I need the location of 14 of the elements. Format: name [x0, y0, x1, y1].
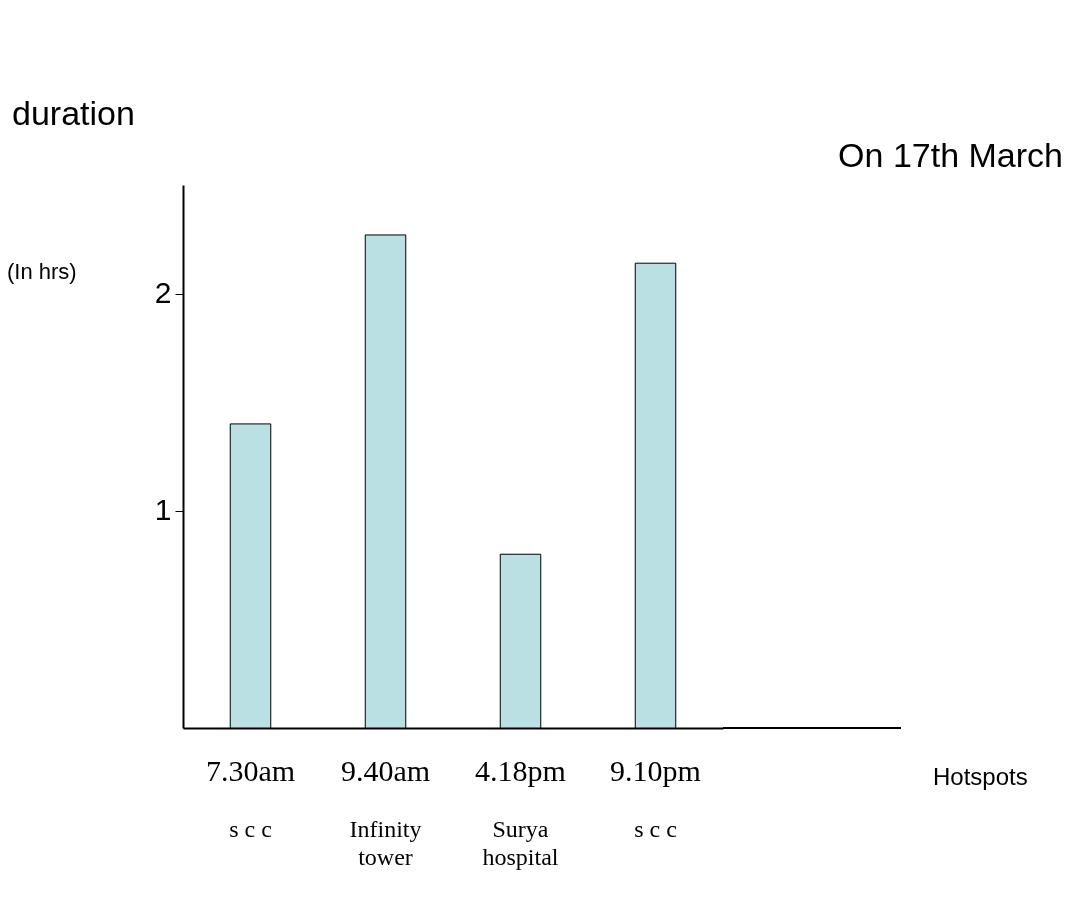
text: On 17th March	[838, 136, 1063, 174]
text: Infinity tower	[349, 816, 422, 870]
text: s c c	[634, 816, 677, 842]
y-tick-label: 1	[154, 493, 172, 527]
x-tick-label: 9.40am	[340, 753, 431, 787]
text: (In hrs)	[7, 259, 77, 284]
text: Surya hospital	[482, 816, 559, 870]
y-tick-label: 2	[154, 276, 172, 310]
x-tick-label: 7.30am	[205, 753, 296, 787]
text: Hotspots	[933, 763, 1028, 790]
x-tick-label: 4.18pm	[475, 753, 566, 787]
x-tick-label: 9.10pm	[610, 753, 701, 787]
y-axis-title: duration	[12, 94, 135, 132]
text: s c c	[229, 816, 272, 842]
